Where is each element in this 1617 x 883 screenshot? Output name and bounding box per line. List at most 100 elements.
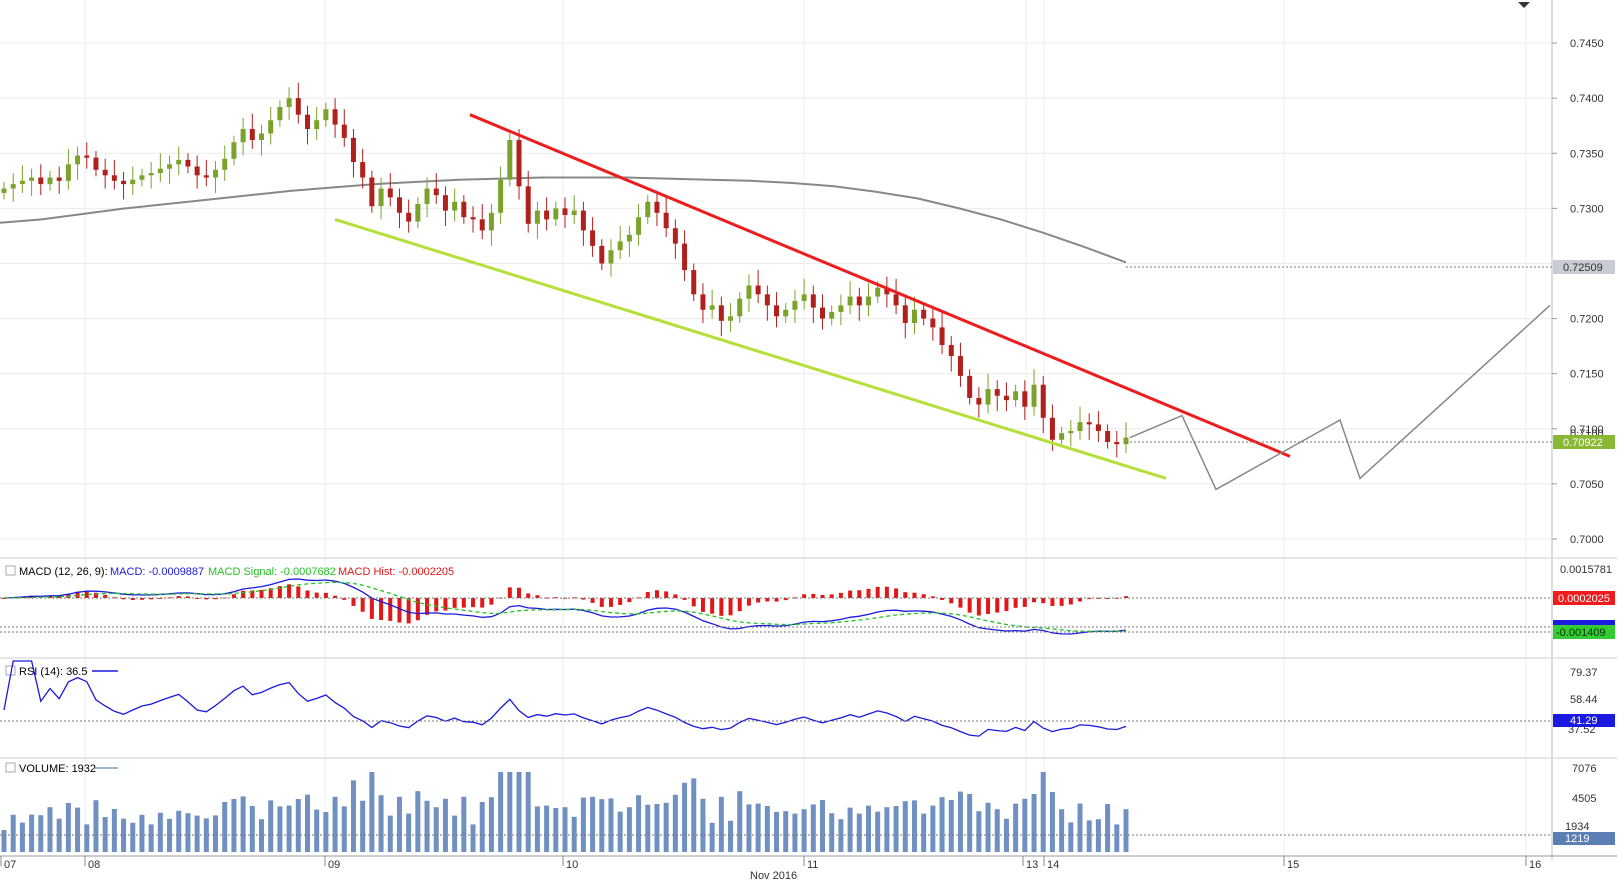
candle-body (939, 327, 945, 346)
candle-body (295, 98, 301, 115)
candle-body (599, 245, 605, 264)
candle-body (516, 140, 522, 187)
candle-body (865, 296, 871, 306)
volume-bar (157, 812, 163, 852)
volume-bar (479, 802, 485, 852)
candle-body (957, 356, 963, 376)
candle-body (498, 179, 504, 213)
candle-body (553, 208, 559, 220)
volume-badge (1553, 832, 1615, 845)
volume-bar (682, 782, 688, 852)
macd-hist-bar (572, 597, 577, 599)
macd-hist-bar (930, 596, 935, 598)
macd-hist-bar (894, 588, 899, 598)
volume-bar (755, 803, 761, 852)
volume-bar (323, 812, 329, 852)
volume-bar (599, 799, 605, 852)
price-y-axis: 0.7450 0.7400 0.7350 0.7300 0.7200 0.7150 0.71… (1552, 38, 1604, 546)
macd-hist-bar (480, 598, 485, 608)
volume-bar (663, 802, 669, 852)
volume-bar (470, 824, 476, 852)
candle-body (967, 375, 973, 398)
price-tick: 0.7300 (1570, 203, 1604, 215)
volume-bar (378, 795, 384, 852)
volume-bar (185, 813, 191, 852)
macd-close-icon[interactable] (5, 565, 16, 576)
candle-body (921, 309, 927, 319)
volume-bar (360, 800, 366, 852)
macd-hist-bar (121, 598, 126, 600)
volume-bar (737, 791, 743, 852)
macd-hist-bar (921, 594, 926, 598)
macd-hist-bar (912, 592, 917, 598)
candle-body (590, 230, 596, 246)
candle-body (479, 219, 485, 231)
volume-bar (516, 772, 522, 852)
volume-bar (976, 811, 982, 852)
candle-body (691, 270, 697, 295)
macd-hist-bar (535, 595, 540, 598)
candle-body (139, 175, 145, 180)
candle-body (709, 305, 715, 310)
macd-hist-bar (1004, 598, 1009, 612)
macd-hist-bar (204, 598, 209, 600)
macd-panel: MACD (12, 26, 9): MACD: -0.0009887 MACD … (0, 564, 1615, 639)
macd-hist-bar (185, 596, 190, 598)
volume-bar (10, 814, 16, 852)
macd-hist-bar (544, 597, 549, 599)
candle-body (534, 210, 540, 224)
volume-bar (1077, 803, 1083, 852)
candle-body (350, 137, 356, 163)
macd-hist-bar (489, 598, 494, 605)
candle-body (875, 287, 881, 297)
volume-bar (406, 813, 412, 852)
volume-bar (544, 805, 550, 852)
macd-hist-bar (884, 586, 889, 598)
volume-bar (1, 830, 7, 852)
candle-body (167, 164, 173, 169)
macd-hist-bar (820, 594, 825, 598)
menu-caret-icon[interactable] (1518, 2, 1530, 8)
candle-body (185, 159, 191, 167)
candle-body (820, 307, 826, 319)
macd-hist-bar (1124, 596, 1128, 598)
volume-bar (111, 809, 117, 852)
candle-body (1013, 391, 1019, 401)
price-panel: 0.7450 0.7400 0.7350 0.7300 0.7200 0.7150 0.71… (0, 0, 1604, 860)
macd-hist-bar (241, 590, 246, 598)
volume-bar (1114, 824, 1120, 852)
volume-bar (902, 801, 908, 852)
volume-bar (461, 796, 467, 852)
candle-body (222, 158, 228, 170)
macd-signal-badge-text: -0.001409 (1556, 627, 1606, 639)
macd-signal-line (3, 581, 1127, 632)
candle-body (111, 175, 117, 181)
volume-bar (277, 806, 283, 852)
volume-badge-text: 1219 (1565, 833, 1589, 845)
candle-body (1077, 422, 1083, 431)
candle-body (700, 294, 706, 310)
volume-bar (783, 811, 789, 852)
macd-hist-bar (250, 590, 255, 598)
volume-bar (875, 811, 881, 852)
candle-body (525, 186, 531, 224)
projection-path (1129, 304, 1551, 491)
macd-hist-bar (682, 598, 687, 600)
macd-hist-bar (792, 597, 797, 599)
macd-hist-bar (397, 598, 402, 623)
macd-hist-bar (1059, 598, 1064, 606)
candle-body (930, 318, 936, 328)
volume-bar (948, 800, 954, 852)
macd-hist-bar (1013, 598, 1018, 608)
moving-average-line (0, 176, 1127, 264)
volume-close-icon[interactable] (5, 762, 16, 773)
macd-hist-bar (553, 597, 558, 599)
candle-body (856, 296, 862, 306)
volume-bar (286, 805, 292, 852)
volume-bar (1105, 804, 1111, 852)
candle-body (829, 311, 835, 319)
candle-body (985, 389, 991, 405)
candle-body (507, 140, 513, 180)
ma-badge (1553, 260, 1615, 274)
